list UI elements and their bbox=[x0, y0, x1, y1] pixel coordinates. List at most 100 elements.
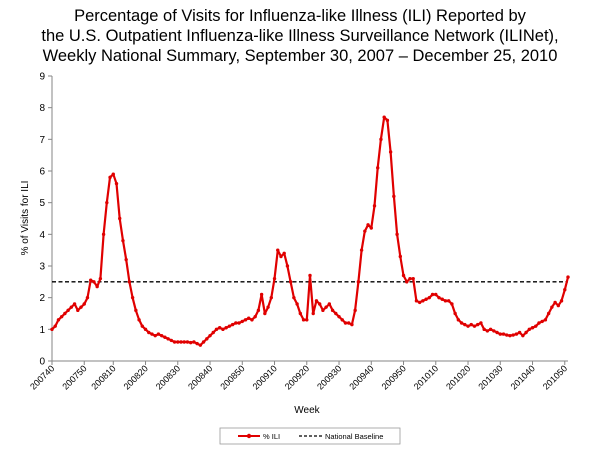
ili-point bbox=[530, 326, 535, 330]
x-tick-label: 200740 bbox=[28, 363, 56, 391]
legend-label-baseline: National Baseline bbox=[325, 432, 383, 441]
y-axis: 0 1 2 3 4 5 6 7 8 9 bbox=[39, 72, 53, 368]
ili-point bbox=[69, 305, 74, 309]
ili-point bbox=[427, 295, 432, 300]
ili-point bbox=[140, 324, 144, 328]
y-tick-label: 0 bbox=[39, 357, 45, 368]
ili-point bbox=[563, 288, 567, 292]
ili-point bbox=[440, 297, 444, 301]
ili-point bbox=[156, 332, 161, 336]
x-tick-label: 200820 bbox=[122, 363, 150, 391]
ili-point bbox=[211, 330, 215, 335]
ili-point bbox=[118, 216, 122, 221]
ili-point bbox=[101, 232, 106, 237]
ili-point bbox=[272, 276, 277, 281]
ili-point bbox=[456, 318, 461, 322]
ili-point bbox=[543, 318, 548, 322]
ili-point bbox=[459, 321, 464, 325]
ili-point bbox=[501, 332, 506, 336]
ili-point bbox=[159, 333, 164, 338]
ili-point bbox=[256, 308, 261, 313]
ili-point bbox=[534, 324, 538, 328]
ili-point bbox=[224, 326, 228, 330]
ili-point bbox=[201, 340, 206, 344]
ili-point bbox=[66, 308, 70, 313]
ili-point bbox=[179, 340, 183, 344]
ili-point bbox=[56, 318, 61, 322]
ili-point bbox=[376, 166, 380, 170]
ili-point bbox=[408, 276, 412, 281]
ili-point bbox=[166, 337, 170, 341]
ili-point bbox=[134, 308, 138, 313]
x-axis: 200740 200750 200810 200820 200830 200840 2008… bbox=[28, 360, 569, 392]
y-tick-label: 9 bbox=[39, 72, 45, 83]
ili-point bbox=[108, 175, 112, 180]
ili-point bbox=[388, 150, 393, 154]
ili-point bbox=[259, 292, 264, 297]
ili-point bbox=[59, 314, 64, 319]
ili-point bbox=[337, 314, 341, 319]
ili-point bbox=[95, 284, 99, 289]
ili-point bbox=[521, 333, 525, 338]
ili-point bbox=[550, 305, 554, 309]
ili-point bbox=[379, 137, 383, 142]
ili-point bbox=[266, 305, 270, 309]
ili-point bbox=[150, 332, 154, 336]
ili-point bbox=[195, 341, 199, 346]
y-axis-label: % of Visits for ILI bbox=[20, 181, 31, 256]
ili-point bbox=[514, 332, 519, 336]
ili-point bbox=[205, 337, 209, 341]
ili-point bbox=[143, 327, 148, 332]
ili-point bbox=[253, 314, 257, 319]
ili-point bbox=[111, 172, 115, 176]
ili-point bbox=[121, 238, 125, 243]
ili-point bbox=[317, 302, 322, 306]
ili-point bbox=[450, 302, 454, 306]
ili-point bbox=[188, 340, 193, 345]
ili-point bbox=[182, 340, 186, 344]
ili-series bbox=[50, 115, 570, 347]
x-tick-label: 200950 bbox=[380, 363, 408, 391]
x-tick-label: 200810 bbox=[89, 363, 117, 391]
ili-point bbox=[517, 330, 522, 335]
ili-point bbox=[488, 327, 493, 332]
ili-point bbox=[343, 321, 348, 325]
ili-point bbox=[405, 280, 409, 284]
x-axis-label: Week bbox=[294, 405, 320, 416]
ili-point bbox=[163, 335, 167, 339]
ili-point bbox=[511, 333, 515, 337]
ili-point bbox=[476, 322, 480, 327]
ili-point bbox=[85, 295, 90, 300]
ili-point bbox=[382, 115, 386, 119]
ili-point bbox=[237, 321, 241, 325]
ili-point bbox=[537, 321, 541, 325]
legend: % ILI National Baseline bbox=[219, 427, 401, 445]
x-tick-label: 200850 bbox=[218, 363, 246, 391]
ili-point bbox=[130, 295, 135, 300]
x-tick-label: 200750 bbox=[60, 363, 88, 391]
ili-point bbox=[492, 329, 496, 333]
ili-point bbox=[330, 308, 335, 313]
ili-point bbox=[556, 303, 561, 308]
ili-point bbox=[508, 333, 512, 338]
ili-point bbox=[218, 326, 222, 330]
chart-title: Percentage of Visits for Influenza-like … bbox=[0, 6, 600, 66]
ili-point bbox=[285, 264, 290, 268]
ili-point bbox=[505, 333, 509, 337]
ili-point bbox=[279, 254, 283, 259]
ili-point bbox=[169, 338, 174, 343]
ili-point bbox=[340, 318, 344, 322]
ili-point bbox=[243, 318, 248, 322]
y-tick-label: 8 bbox=[39, 103, 45, 114]
ili-point bbox=[282, 251, 286, 256]
ili-point bbox=[198, 343, 203, 347]
ili-point bbox=[172, 340, 177, 344]
ili-point bbox=[50, 327, 54, 332]
x-tick-label: 200940 bbox=[347, 363, 375, 391]
ili-point bbox=[263, 311, 267, 316]
ili-point bbox=[89, 278, 93, 282]
ili-point bbox=[527, 327, 531, 332]
chart-title-line: the U.S. Outpatient Influenza-like Illne… bbox=[41, 27, 559, 45]
ili-point bbox=[76, 308, 80, 313]
ili-point bbox=[385, 118, 390, 123]
